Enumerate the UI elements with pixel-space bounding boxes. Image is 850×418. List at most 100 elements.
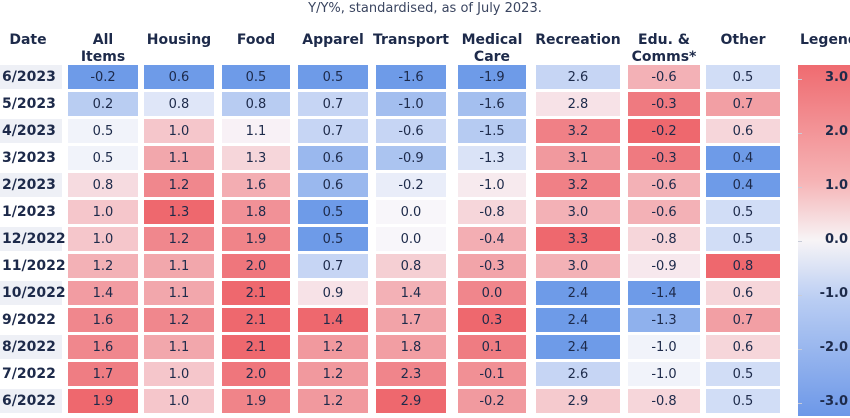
heat-cell: 0.9 <box>298 281 368 305</box>
value-label: 0.9 <box>322 285 344 301</box>
value-label: -0.9 <box>651 258 677 274</box>
legend-tick <box>798 294 802 296</box>
value-label: 0.8 <box>245 96 267 112</box>
value-label: 0.7 <box>322 96 344 112</box>
value-label: -1.0 <box>398 96 424 112</box>
column-header-text: Transport <box>373 32 449 48</box>
heat-cell: 1.2 <box>298 362 368 386</box>
value-label: 1.6 <box>245 177 267 193</box>
value-label: -1.6 <box>398 69 424 85</box>
value-label: 0.5 <box>322 204 344 220</box>
value-label: 1.1 <box>168 339 190 355</box>
value-label: -0.6 <box>651 204 677 220</box>
heat-cell: 0.5 <box>222 65 290 89</box>
heat-cell: -0.6 <box>628 65 700 89</box>
legend-tick-label: 2.0 <box>824 123 848 139</box>
value-label: 0.8 <box>732 258 754 274</box>
value-label: -0.2 <box>90 69 116 85</box>
heat-cell: 1.8 <box>222 200 290 224</box>
heat-cell: -1.0 <box>628 335 700 359</box>
heat-cell: 1.9 <box>222 389 290 413</box>
value-label: 1.4 <box>400 285 422 301</box>
heat-cell: 0.7 <box>298 92 368 116</box>
value-label: 0.5 <box>92 123 114 139</box>
value-label: 3.1 <box>567 150 589 166</box>
heat-cell: 2.8 <box>536 92 620 116</box>
heat-cell: 0.8 <box>144 92 214 116</box>
date-label: 7/2022 <box>0 362 62 386</box>
heat-cell: -0.8 <box>628 227 700 251</box>
value-label: 0.3 <box>481 312 503 328</box>
value-label: 0.2 <box>92 96 114 112</box>
heat-cell: -0.8 <box>628 389 700 413</box>
heat-cell: 0.7 <box>706 308 780 332</box>
heat-cell: 0.4 <box>706 173 780 197</box>
value-label: -1.3 <box>651 312 677 328</box>
heat-cell: -1.4 <box>628 281 700 305</box>
heat-cell: 1.0 <box>144 119 214 143</box>
value-label: 0.5 <box>245 69 267 85</box>
heat-cell: 0.7 <box>706 92 780 116</box>
heat-cell: 1.0 <box>68 200 138 224</box>
column-header-text: Edu. & Comms* <box>631 32 697 65</box>
date-label: 2/2023 <box>0 173 62 197</box>
value-label: 1.9 <box>92 393 114 409</box>
heat-cell: 0.6 <box>298 173 368 197</box>
value-label: 1.9 <box>245 393 267 409</box>
heat-cell: 0.5 <box>706 362 780 386</box>
value-label: -0.9 <box>398 150 424 166</box>
value-label: -0.8 <box>479 204 505 220</box>
heat-cell: 2.3 <box>376 362 446 386</box>
heat-cell: -0.3 <box>628 92 700 116</box>
value-label: 1.0 <box>92 204 114 220</box>
value-label: 1.2 <box>322 393 344 409</box>
heat-cell: 1.3 <box>144 200 214 224</box>
column-header-text: Apparel <box>302 32 364 48</box>
legend-tick <box>798 240 802 242</box>
heat-cell: -0.9 <box>376 146 446 170</box>
value-label: 0.5 <box>732 231 754 247</box>
value-label: -0.8 <box>651 231 677 247</box>
value-label: 1.3 <box>245 150 267 166</box>
column-header-text: All Items <box>80 32 126 65</box>
value-label: 1.2 <box>322 339 344 355</box>
column-header: Transport <box>370 32 452 49</box>
value-label: 2.9 <box>400 393 422 409</box>
value-label: 1.0 <box>168 366 190 382</box>
heat-cell: -0.3 <box>628 146 700 170</box>
value-label: 1.0 <box>168 123 190 139</box>
heat-cell: -0.2 <box>376 173 446 197</box>
heat-cell: 0.6 <box>706 119 780 143</box>
value-label: 0.7 <box>732 96 754 112</box>
heat-cell: 2.1 <box>222 308 290 332</box>
heat-cell: 2.4 <box>536 308 620 332</box>
heat-cell: 2.1 <box>222 335 290 359</box>
date-label: 11/2022 <box>0 254 66 278</box>
value-label: 0.6 <box>322 177 344 193</box>
heat-cell: 1.0 <box>144 362 214 386</box>
value-label: -1.0 <box>479 177 505 193</box>
heat-cell: 1.6 <box>68 335 138 359</box>
value-label: -1.9 <box>479 69 505 85</box>
heat-cell: 0.5 <box>68 119 138 143</box>
legend-bar <box>798 65 850 416</box>
value-label: 0.5 <box>322 69 344 85</box>
column-header: Apparel <box>292 32 374 49</box>
date-label: 5/2023 <box>0 92 62 116</box>
legend-tick <box>798 132 802 134</box>
column-header-text: Food <box>236 32 276 48</box>
value-label: 2.3 <box>400 366 422 382</box>
heat-cell: 1.6 <box>222 173 290 197</box>
heat-cell: -1.0 <box>458 173 526 197</box>
heat-cell: 1.6 <box>68 308 138 332</box>
heat-cell: 0.3 <box>458 308 526 332</box>
legend-tick-label: 1.0 <box>824 177 848 193</box>
heat-cell: 3.2 <box>536 173 620 197</box>
value-label: -0.2 <box>398 177 424 193</box>
value-label: 0.5 <box>92 150 114 166</box>
heat-cell: 1.1 <box>144 281 214 305</box>
value-label: 2.6 <box>567 69 589 85</box>
heat-cell: 0.0 <box>376 200 446 224</box>
heat-cell: 1.9 <box>222 227 290 251</box>
legend-tick <box>798 402 802 404</box>
